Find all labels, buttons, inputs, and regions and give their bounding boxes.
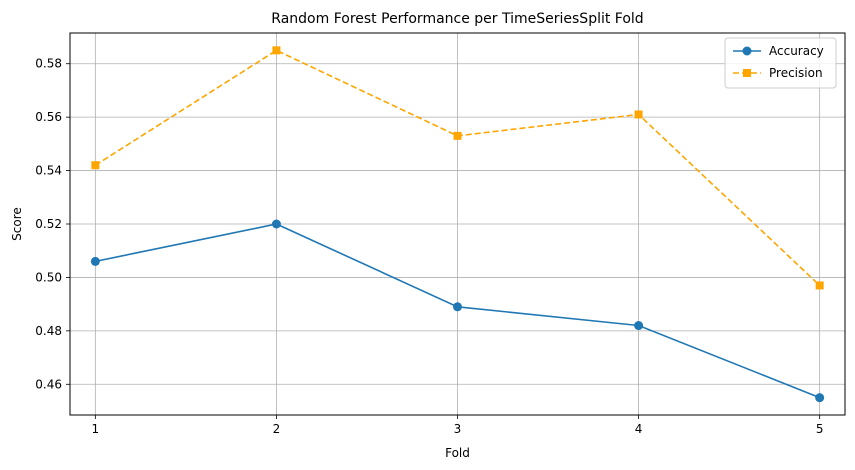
precision-point xyxy=(634,110,643,119)
y-tick-label: 0.58 xyxy=(35,57,62,71)
y-axis-ticks: 0.46 0.48 0.50 0.52 0.54 0.56 0.58 xyxy=(35,57,70,391)
chart-title: Random Forest Performance per TimeSeries… xyxy=(271,11,643,27)
y-tick-label: 0.52 xyxy=(35,217,62,231)
x-tick-label: 4 xyxy=(635,422,643,436)
grid-lines xyxy=(70,33,845,415)
precision-point xyxy=(91,161,100,170)
x-tick-label: 2 xyxy=(273,422,281,436)
legend-precision-label: Precision xyxy=(769,66,823,80)
x-tick-label: 5 xyxy=(816,422,824,436)
plot-frame xyxy=(69,32,846,416)
precision-point xyxy=(272,46,281,55)
y-tick-label: 0.54 xyxy=(35,164,62,178)
legend-accuracy-label: Accuracy xyxy=(769,44,824,58)
x-tick-label: 3 xyxy=(454,422,462,436)
accuracy-point xyxy=(815,393,825,403)
precision-point xyxy=(453,131,462,140)
legend: Accuracy Precision xyxy=(724,37,837,89)
y-tick-label: 0.56 xyxy=(35,110,62,124)
legend-accuracy-marker xyxy=(742,46,752,56)
y-axis-label: Score xyxy=(10,207,24,241)
x-axis-label: Fold xyxy=(445,446,470,460)
y-tick-label: 0.48 xyxy=(35,324,62,338)
series-layer xyxy=(90,46,825,403)
precision-point xyxy=(815,281,824,290)
y-tick-label: 0.50 xyxy=(35,270,62,284)
accuracy-point xyxy=(453,302,462,312)
x-axis-ticks: 1 2 3 4 5 xyxy=(92,415,824,436)
legend-precision-marker xyxy=(743,69,751,77)
accuracy-point xyxy=(271,219,281,229)
y-tick-label: 0.46 xyxy=(35,377,62,391)
accuracy-point xyxy=(634,321,644,331)
accuracy-point xyxy=(90,256,100,266)
x-tick-label: 1 xyxy=(92,422,100,436)
